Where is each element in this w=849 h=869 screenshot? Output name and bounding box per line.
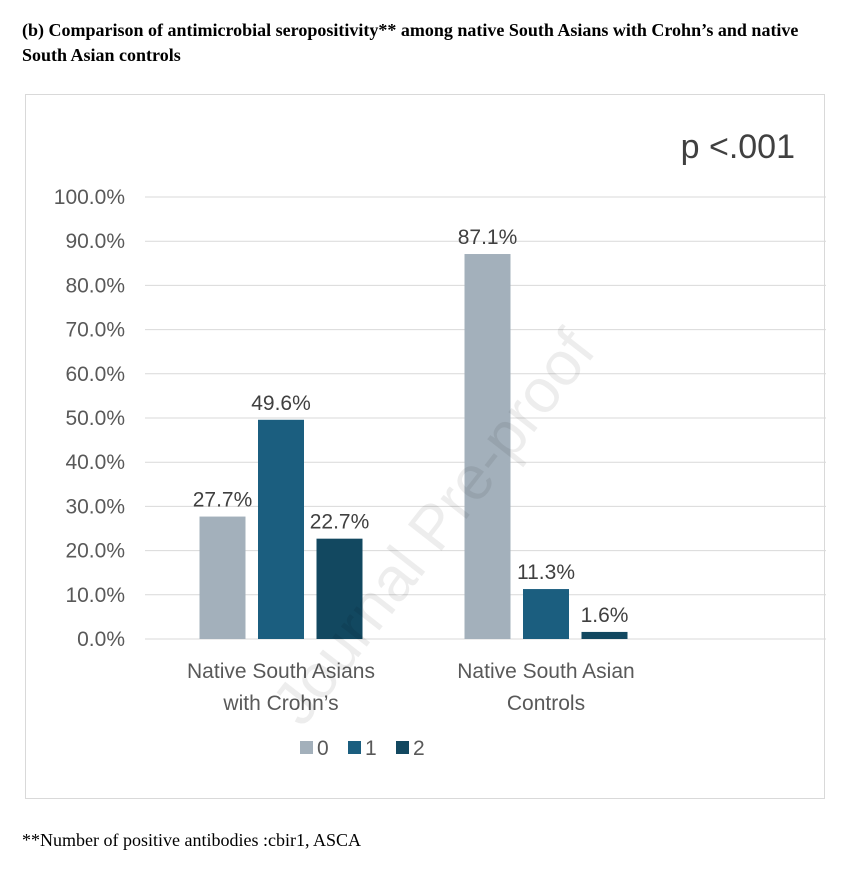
legend-label: 2 [413, 737, 425, 760]
legend-swatch [396, 741, 409, 754]
legend-swatch [348, 741, 361, 754]
bar-series-0 [464, 254, 511, 639]
legend-label: 0 [317, 737, 329, 760]
legend-label: 1 [365, 737, 377, 760]
data-labels: 27.7% 87.1% 49.6% 11.3% 22.7% 1.6% [193, 226, 629, 627]
data-label: 11.3% [517, 561, 575, 584]
y-tick-label: 80.0% [65, 274, 125, 297]
chart-frame [25, 94, 825, 799]
y-tick-label: 90.0% [65, 230, 125, 253]
data-label: 27.7% [193, 489, 253, 512]
bar-series-2 [581, 631, 628, 639]
y-tick-label: 20.0% [65, 540, 125, 563]
bars [199, 254, 628, 639]
x-category-label: with Crohn’s [222, 692, 338, 715]
bar-series-1 [523, 589, 569, 639]
data-label: 1.6% [581, 604, 629, 627]
x-axis-categories: Native South Asians with Crohn’s Native So… [187, 660, 635, 715]
y-tick-label: 40.0% [65, 451, 125, 474]
bar-series-0 [199, 516, 246, 639]
data-label: 49.6% [251, 392, 311, 415]
data-label: 22.7% [310, 511, 370, 534]
x-category-label: Native South Asians [187, 660, 375, 683]
y-tick-label: 70.0% [65, 319, 125, 342]
x-category-label: Native South Asian [457, 660, 634, 683]
p-value-annotation: p <.001 [681, 128, 795, 166]
bar-series-2 [316, 538, 363, 639]
legend-swatch [300, 741, 313, 754]
x-category-label: Controls [507, 692, 585, 715]
y-tick-label: 0.0% [77, 628, 125, 651]
data-label: 87.1% [458, 226, 518, 249]
figure-caption: (b) Comparison of antimicrobial seroposi… [22, 20, 799, 65]
legend: 0 1 2 [300, 737, 425, 760]
y-tick-label: 10.0% [65, 584, 125, 607]
y-tick-label: 100.0% [54, 186, 125, 209]
footnote: **Number of positive antibodies :cbir1, … [22, 830, 361, 850]
y-tick-label: 30.0% [65, 495, 125, 518]
y-axis-ticks: 0.0% 10.0% 20.0% 30.0% 40.0% 50.0% 60.0% 70.0% 8… [54, 186, 125, 651]
y-tick-label: 50.0% [65, 407, 125, 430]
y-tick-label: 60.0% [65, 363, 125, 386]
bar-series-1 [258, 419, 304, 639]
